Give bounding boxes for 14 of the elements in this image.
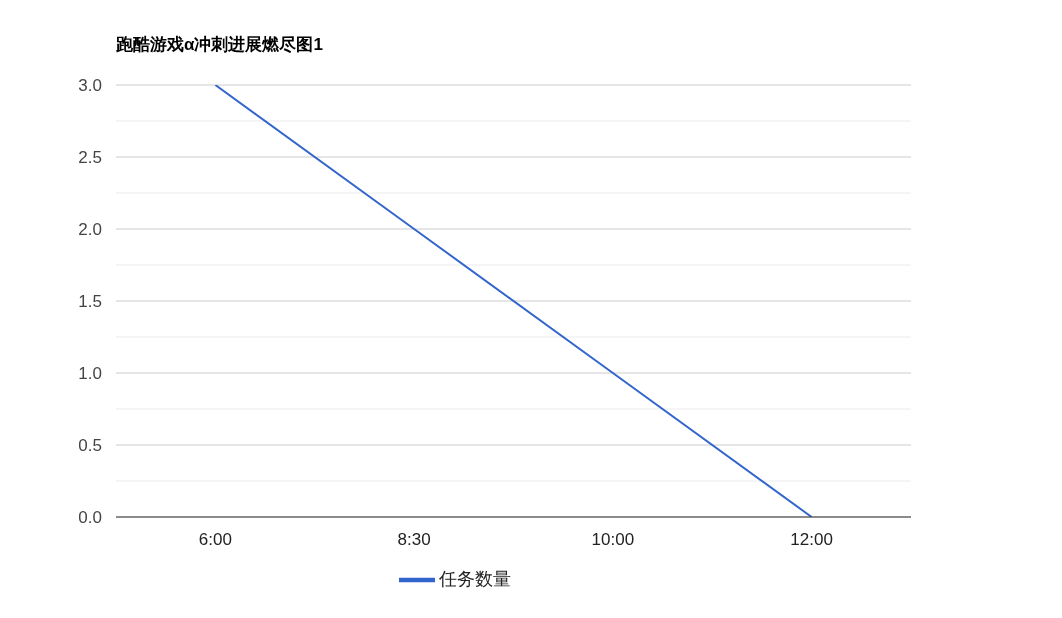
y-tick-label: 2.5	[78, 148, 102, 168]
x-tick-label: 8:30	[397, 530, 431, 550]
x-tick-label: 6:00	[198, 530, 232, 550]
x-tick-label: 12:00	[790, 530, 833, 550]
y-tick-label: 0.5	[78, 436, 102, 456]
y-tick-label: 3.0	[78, 76, 102, 96]
y-tick-label: 2.0	[78, 220, 102, 240]
y-tick-label: 1.5	[78, 292, 102, 312]
y-tick-label: 0.0	[78, 508, 102, 528]
x-tick-label: 10:00	[591, 530, 635, 550]
legend-label: 任务数量	[438, 568, 511, 589]
line-series	[214, 85, 813, 517]
chart-title: 跑酷游戏α冲刺进展燃尽图1	[116, 34, 323, 56]
y-tick-label: 1.0	[78, 364, 102, 384]
